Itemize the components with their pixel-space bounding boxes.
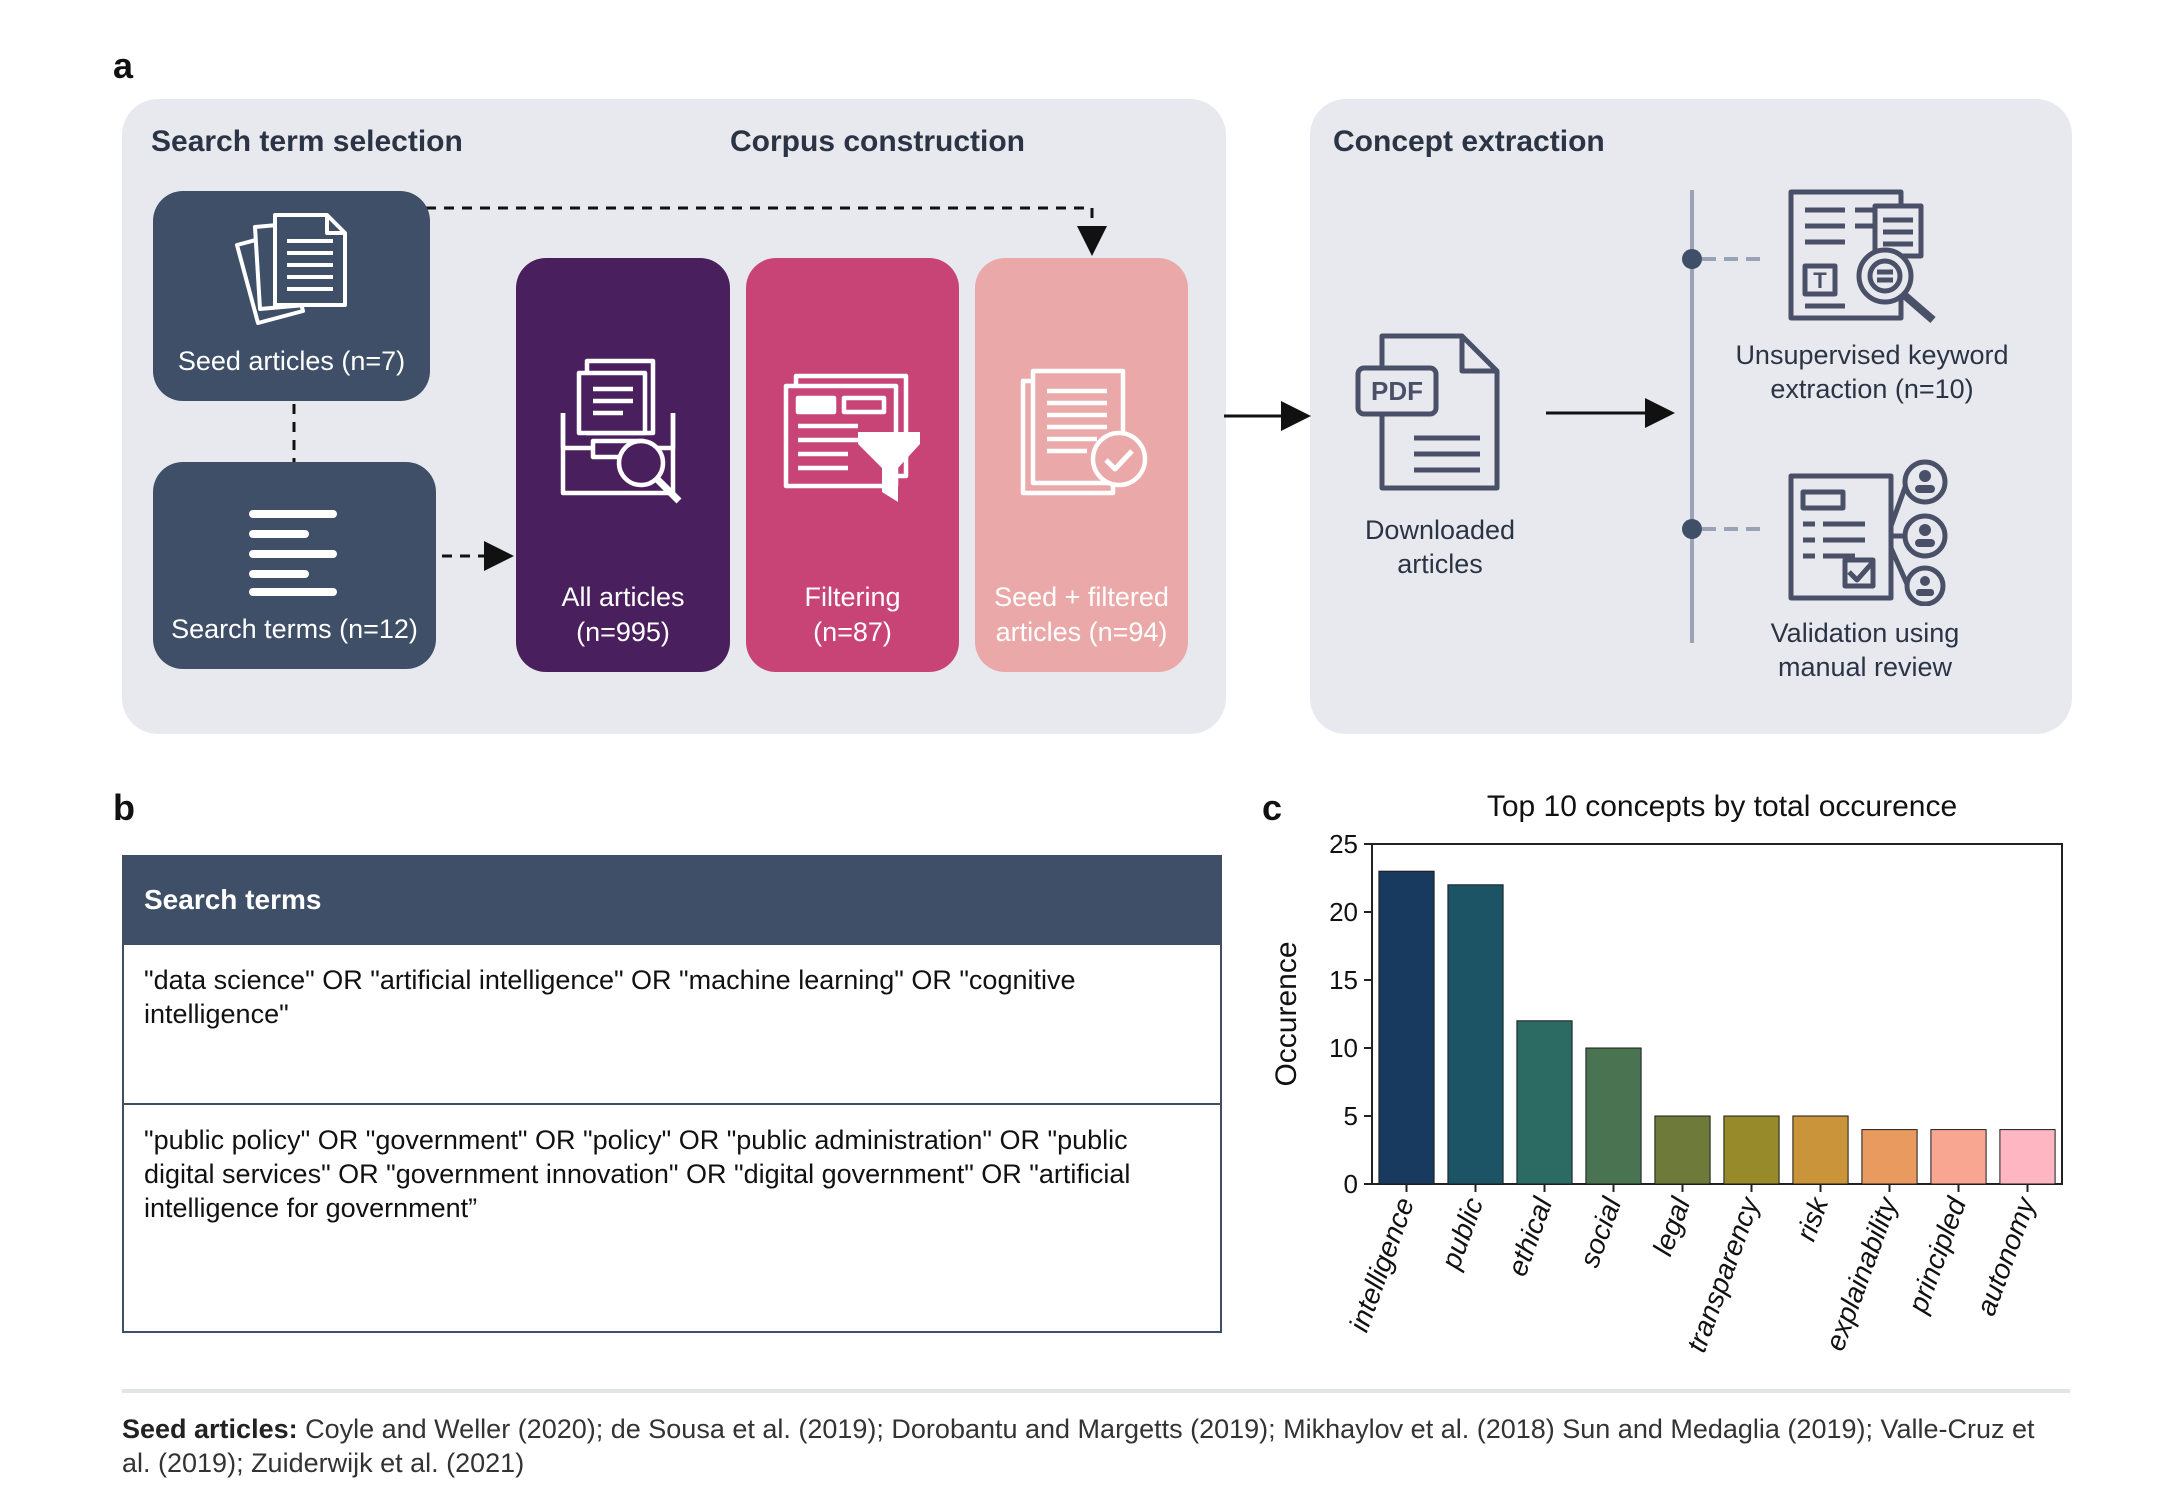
y-axis-label: Occurence [1270, 941, 1303, 1086]
panel-letter-b: b [113, 787, 135, 828]
table-row: "data science" OR "artificial intelligen… [123, 943, 1221, 1104]
bar-legal [1654, 1115, 1711, 1185]
corpus-construction-title: Corpus construction [730, 125, 1026, 158]
panel-letter-c: c [1262, 787, 1283, 828]
pdf-document-icon: PDF [1355, 333, 1500, 491]
archive-search-icon [516, 353, 730, 523]
seed-filtered-label-1: Seed + filtered [994, 582, 1169, 612]
footnote-label: Seed articles: [122, 1414, 298, 1444]
all-articles-label-1: All articles [561, 582, 685, 612]
y-tick-label: 0 [1344, 1169, 1358, 1199]
x-tick-label-public: public [1435, 1193, 1489, 1273]
bar-social [1585, 1047, 1642, 1185]
footer-divider [122, 1389, 2070, 1393]
seed-articles-card: Seed articles (n=7) [153, 191, 430, 401]
x-tick-label-ethical: ethical [1501, 1193, 1558, 1280]
search-term-selection-title: Search term selection [151, 125, 463, 158]
y-tick-label: 5 [1344, 1101, 1358, 1131]
keyword-extraction-label: Unsupervised keyword extraction (n=10) [1735, 340, 2009, 404]
branch-node-top [1682, 249, 1702, 269]
pdf-text: PDF [1371, 376, 1423, 406]
documents-check-icon [975, 363, 1188, 513]
validation-label: Validation using manual review [1770, 618, 1960, 682]
filtering-label-1: Filtering [804, 582, 901, 612]
bar-risk [1792, 1115, 1849, 1185]
seed-articles-label: Seed articles (n=7) [177, 346, 406, 376]
table-row: "public policy" OR "government" OR "poli… [123, 1103, 1221, 1332]
y-tick-label: 25 [1329, 829, 1358, 859]
x-tick-label-legal: legal [1647, 1193, 1697, 1260]
x-tick-label-explainability: explainability [1819, 1192, 1904, 1355]
y-tick-label: 20 [1329, 897, 1358, 927]
x-tick-label-transparency: transparency [1681, 1192, 1766, 1357]
bar-intelligence [1378, 870, 1435, 1185]
bar-public [1447, 884, 1504, 1185]
y-tick-label: 10 [1329, 1033, 1358, 1063]
bar-transparency [1723, 1115, 1780, 1185]
x-tick-label-intelligence: intelligence [1343, 1193, 1420, 1335]
filtering-label-2: (n=87) [813, 617, 892, 647]
all-articles-card: All articles (n=995) [516, 258, 730, 672]
x-tick-label-autonomy: autonomy [1970, 1192, 2042, 1320]
svg-text:T: T [1813, 268, 1827, 293]
x-tick-label-principled: principled [1902, 1192, 1973, 1318]
bar-autonomy [1999, 1129, 2056, 1185]
document-filter-icon [746, 368, 959, 508]
seed-filtered-card: Seed + filtered articles (n=94) [975, 258, 1188, 672]
seed-to-combined-arrow [426, 206, 1107, 256]
footnote-text: Coyle and Weller (2020); de Sousa et al.… [122, 1414, 2035, 1478]
documents-stack-icon [153, 205, 430, 330]
panel-letter-a: a [113, 45, 134, 86]
bar-principled [1930, 1129, 1987, 1185]
filtering-card: Filtering (n=87) [746, 258, 959, 672]
x-tick-label-risk: risk [1790, 1192, 1835, 1245]
search-terms-label: Search terms (n=12) [171, 614, 418, 644]
downloaded-articles-label: Downloaded articles [1364, 515, 1516, 579]
all-articles-label-2: (n=995) [576, 617, 670, 647]
seed-filtered-label-2: articles (n=94) [995, 617, 1168, 647]
search-terms-table: Search terms "data science" OR "artifici… [122, 855, 1222, 1333]
branch-node-bottom [1682, 519, 1702, 539]
text-lines-icon [153, 506, 436, 596]
concept-bar-chart: 0 5 10 15 20 25 Occurence intelligence public eth… [1270, 829, 2063, 1357]
chart-title: Top 10 concepts by total occurence [1486, 790, 1958, 823]
seed-articles-footnote: Seed articles: Coyle and Weller (2020); … [122, 1412, 2062, 1480]
table-header: Search terms [123, 856, 1221, 944]
y-tick-label: 15 [1329, 965, 1358, 995]
bar-ethical [1516, 1020, 1573, 1185]
x-tick-label-social: social [1574, 1193, 1628, 1272]
validation-review-icon [1788, 459, 1948, 606]
plot-frame [1371, 843, 2063, 1185]
bar-explainability [1861, 1129, 1918, 1185]
concept-extraction-title: Concept extraction [1333, 125, 1605, 158]
keyword-extraction-icon: T [1788, 189, 1936, 324]
search-terms-card: Search terms (n=12) [153, 462, 436, 669]
